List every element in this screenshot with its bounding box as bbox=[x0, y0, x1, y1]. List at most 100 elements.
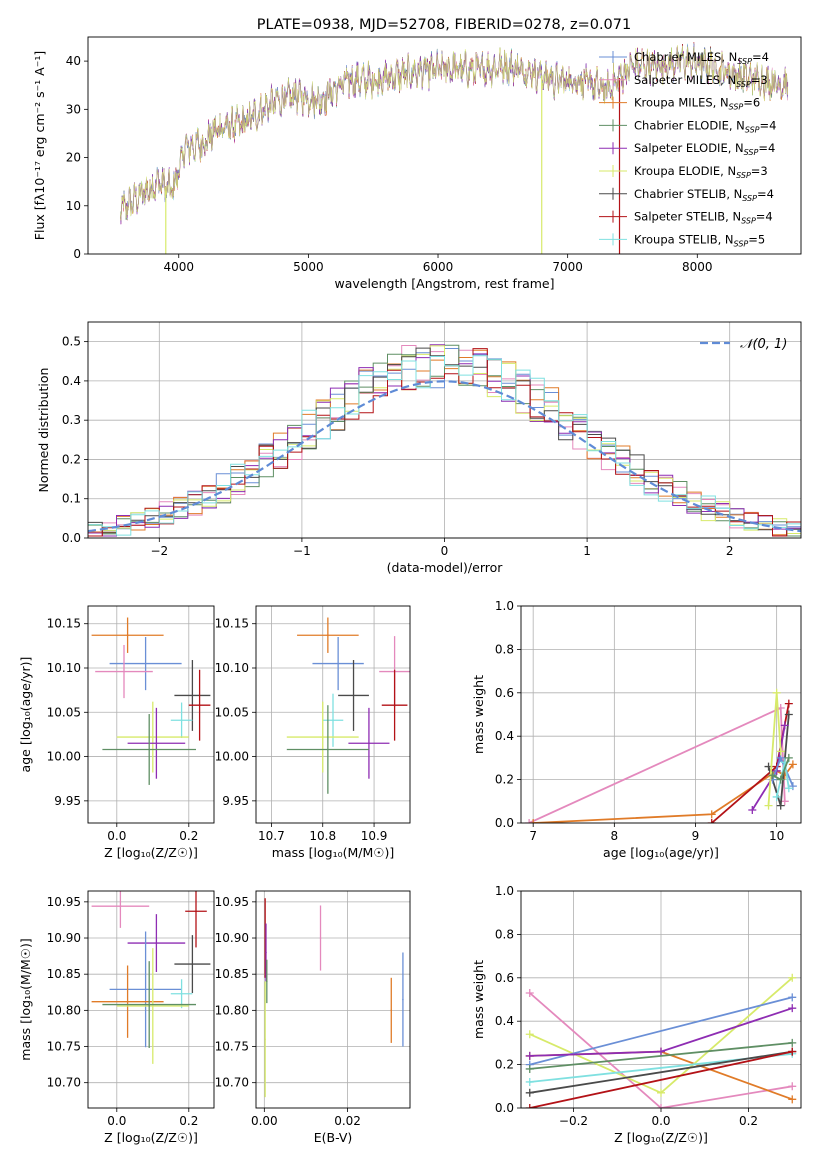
legend-sub: SSP bbox=[742, 194, 757, 203]
series-kroupa_miles bbox=[533, 763, 794, 823]
y-tick-label: 30 bbox=[66, 102, 81, 116]
plot-area-spectrum bbox=[120, 42, 789, 254]
y-tick-label: 20 bbox=[66, 151, 81, 165]
axes-frame bbox=[520, 890, 802, 1109]
x-tick-label: 4000 bbox=[163, 260, 194, 274]
marker-kroupa_miles bbox=[788, 760, 797, 769]
y-axis-label: mass [log₁₀(M/M☉)] bbox=[18, 938, 33, 1060]
marker-salpeter_elodie bbox=[788, 1004, 797, 1013]
marker-salpeter_miles bbox=[525, 819, 534, 823]
point-salpeter_miles bbox=[119, 905, 122, 907]
histogram-salpeter_stelib bbox=[88, 348, 801, 537]
x-tick-label: 10 bbox=[769, 829, 784, 843]
marker-kroupa_miles bbox=[529, 819, 538, 823]
x-tick-label: 0.2 bbox=[179, 1114, 198, 1128]
x-tick-label: 0.0 bbox=[651, 1114, 670, 1128]
marker-chabrier_elodie bbox=[784, 753, 793, 762]
x-tick-label: 0.2 bbox=[179, 829, 198, 843]
x-tick-label: 8 bbox=[611, 829, 619, 843]
y-tick-label: 1.0 bbox=[495, 599, 514, 613]
legend-tail: =6 bbox=[743, 96, 760, 110]
legend-entry-kroupa_miles: Kroupa MILES, NSSP=6 bbox=[634, 96, 760, 112]
legend-sub: SSP bbox=[745, 125, 760, 134]
marker-kroupa_miles bbox=[788, 1095, 797, 1104]
y-tick-label: 10.70 bbox=[215, 1076, 249, 1090]
y-tick-label: 40 bbox=[66, 54, 81, 68]
axes-frame bbox=[255, 890, 411, 1109]
y-tick-label: 10.15 bbox=[47, 617, 81, 631]
marker-salpeter_stelib bbox=[788, 1047, 797, 1056]
legend-tail: =3 bbox=[751, 73, 768, 87]
legend-entry-kroupa_elodie: Kroupa ELODIE, NSSP=3 bbox=[634, 164, 768, 180]
x-tick-label: −2 bbox=[150, 544, 168, 558]
y-axis-label: Flux [fλ10⁻¹⁷ erg cm⁻² s⁻¹ A⁻¹] bbox=[32, 51, 47, 240]
legend-tail: =4 bbox=[752, 50, 769, 64]
marker-salpeter_elodie bbox=[525, 1051, 534, 1060]
marker-chabrier_stelib bbox=[525, 1088, 534, 1097]
marker-kroupa_elodie bbox=[776, 747, 785, 756]
point-chabrier_stelib bbox=[191, 963, 194, 965]
marker-kroupa_stelib bbox=[772, 792, 781, 801]
marker-kroupa_elodie bbox=[764, 801, 773, 810]
marker-salpeter_miles bbox=[657, 1104, 665, 1108]
marker-kroupa_elodie bbox=[788, 973, 797, 982]
legend-tail: =4 bbox=[758, 141, 775, 155]
x-axis-label: wavelength [Angstrom, rest frame] bbox=[334, 276, 554, 291]
legend-text: Chabrier MILES, N bbox=[634, 50, 737, 64]
marker-chabrier_elodie bbox=[788, 1038, 797, 1047]
x-tick-label: 0.00 bbox=[251, 1114, 278, 1128]
marker-salpeter_stelib bbox=[784, 699, 793, 708]
marker-chabrier_stelib bbox=[776, 801, 785, 810]
y-tick-label: 0.2 bbox=[495, 773, 514, 787]
axes-frame bbox=[255, 605, 411, 824]
y-tick-label: 0.3 bbox=[62, 413, 81, 427]
marker-kroupa_miles bbox=[707, 810, 716, 819]
point-chabrier_elodie bbox=[148, 748, 150, 751]
y-tick-label: 0.2 bbox=[495, 1058, 514, 1072]
marker-salpeter_miles bbox=[525, 988, 534, 997]
y-axis-label: Normed distribution bbox=[36, 368, 51, 493]
panel-weight_vs_Z: −0.2 0.0 0.2 0.0 0.2 0.4 0.6 0.8 1.0 Z [log₁₀(Z/Z… bbox=[471, 884, 802, 1145]
legend-sub: SSP bbox=[741, 217, 756, 226]
marker-chabrier_elodie bbox=[776, 775, 785, 784]
y-tick-label: 0.0 bbox=[62, 531, 81, 545]
y-tick-label: 10.10 bbox=[47, 661, 81, 675]
series-salpeter_miles bbox=[528, 706, 786, 823]
marker-chabrier_elodie bbox=[525, 1064, 534, 1073]
point-kroupa_miles bbox=[126, 1000, 129, 1003]
point-salpeter_miles bbox=[123, 670, 125, 673]
plot-area-mass_vs_EBV bbox=[264, 898, 404, 1098]
histogram-kroupa_stelib bbox=[88, 355, 801, 536]
point-chabrier_elodie bbox=[327, 748, 329, 751]
point-kroupa_stelib bbox=[180, 992, 183, 995]
y-tick-label: 9.95 bbox=[54, 794, 81, 808]
marker-chabrier_elodie bbox=[768, 771, 777, 780]
point-chabrier_stelib bbox=[191, 694, 194, 697]
point-salpeter_stelib bbox=[198, 704, 201, 706]
legend-text: Kroupa ELODIE, N bbox=[634, 164, 736, 178]
y-tick-label: 0.8 bbox=[495, 927, 514, 941]
y-tick-label: 10.70 bbox=[47, 1076, 81, 1090]
legend-tail: =4 bbox=[757, 187, 774, 201]
point-chabrier_elodie bbox=[266, 980, 268, 983]
y-tick-label: 10.80 bbox=[215, 1003, 249, 1017]
point-chabrier_stelib bbox=[352, 694, 355, 697]
x-tick-label: 10.9 bbox=[361, 829, 388, 843]
legend-sub: SSP bbox=[744, 148, 759, 157]
y-tick-label: 10.05 bbox=[47, 705, 81, 719]
panel-mass_vs_Z: 0.0 0.2 10.70 10.75 10.80 10.85 10.90 10.95 Z [l… bbox=[18, 890, 215, 1145]
legend-entry-chabrier_elodie: Chabrier ELODIE, NSSP=4 bbox=[634, 118, 776, 134]
x-tick-label: 0 bbox=[441, 544, 449, 558]
plot-area-weight_vs_age bbox=[525, 688, 797, 823]
y-tick-label: 10.85 bbox=[215, 967, 249, 981]
legend-sub: SSP bbox=[734, 239, 749, 248]
x-tick-label: 2 bbox=[726, 544, 734, 558]
point-salpeter_elodie bbox=[368, 742, 370, 745]
legend-sub: SSP bbox=[736, 171, 751, 180]
series-chabrier_elodie bbox=[529, 1042, 793, 1070]
legend-entry-kroupa_stelib: Kroupa STELIB, NSSP=5 bbox=[634, 232, 765, 248]
x-tick-label: −0.2 bbox=[559, 1114, 588, 1128]
plot-area-residuals bbox=[88, 344, 801, 537]
x-tick-label: 7 bbox=[529, 829, 537, 843]
marker-kroupa_elodie bbox=[657, 1088, 665, 1097]
